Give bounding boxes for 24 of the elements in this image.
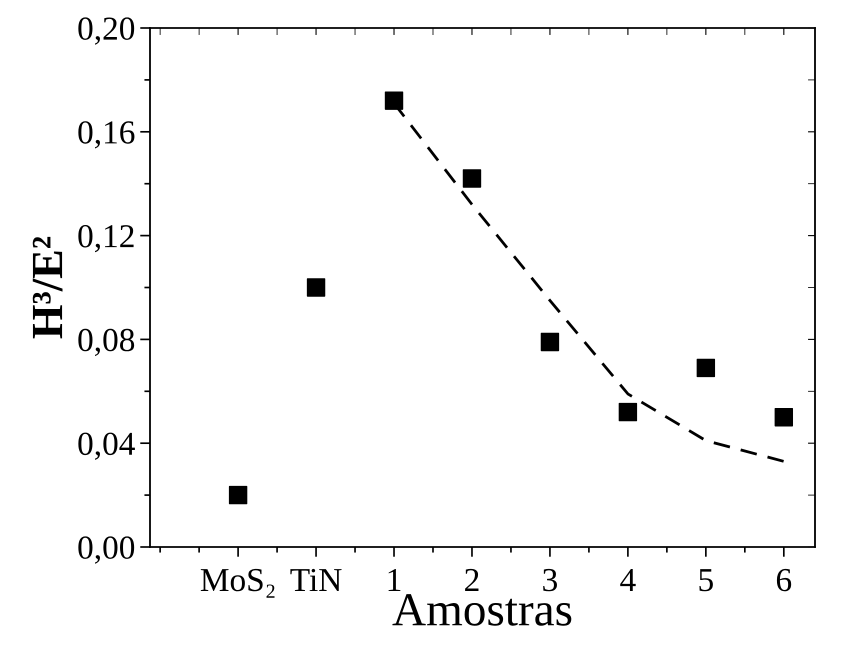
x-tick-label: MoS₂ [200,568,275,598]
point [696,358,716,378]
y-axis-title: H³/E² [32,236,62,338]
x-tick-label: 3 [543,568,557,592]
x-tick-label: TiN [290,568,342,591]
y-tick-label: 0,00 [78,536,134,564]
y-tick-label: 0,20 [78,17,134,45]
x-tick-label: 4 [620,569,636,591]
point [306,278,326,297]
point [540,332,560,352]
y-tick-label: 0,08 [78,328,134,356]
x-axis-title: Amostras [392,594,572,626]
y-tick-label: 0,16 [78,121,134,148]
point [384,91,404,110]
x-tick-label: 6 [776,568,792,592]
point [774,408,794,426]
point [462,169,482,188]
y-tick-label: 0,04 [78,432,135,460]
point [618,402,638,422]
y-tick-label: 0,12 [78,225,134,252]
x-tick-label: 1 [388,568,400,591]
point [228,486,248,504]
x-tick-label: 5 [699,569,713,592]
x-tick-label: 2 [465,568,478,591]
